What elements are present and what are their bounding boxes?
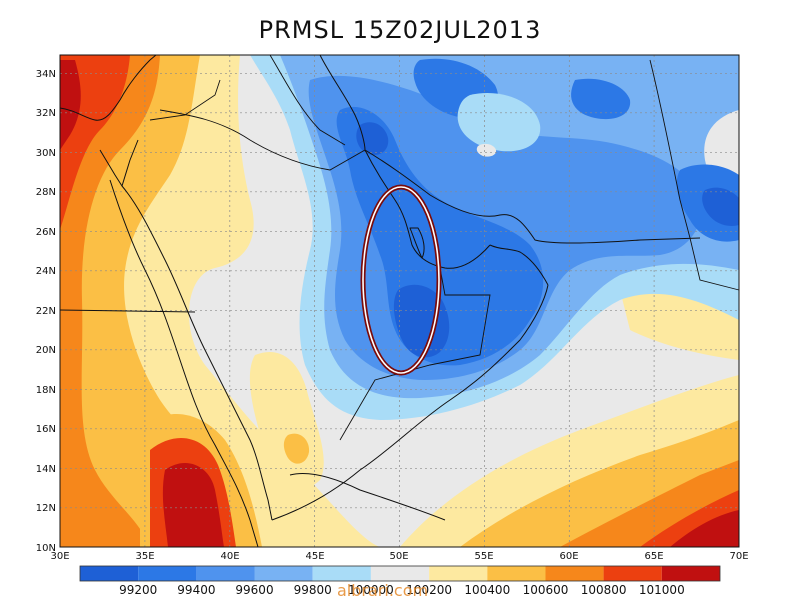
lat-label-20: 20N (36, 345, 56, 356)
saudi-iraq-border (159, 109, 366, 171)
lat-label-22: 22N (36, 306, 56, 317)
colorbar-swatch-8 (545, 566, 604, 581)
lat-label-28: 28N (36, 187, 56, 198)
persian-gulf-east (364, 149, 701, 244)
lon-label-65: 65E (644, 551, 663, 562)
dark-red-northwest (60, 60, 81, 150)
grey-pocket (476, 143, 497, 157)
lon-labels: 30E 35E 40E 45E 50E 55E 60E 65E 70E (50, 551, 748, 562)
qatar (409, 227, 425, 259)
lon-label-35: 35E (135, 551, 154, 562)
grid (60, 55, 739, 547)
lon-label-30: 30E (50, 551, 69, 562)
lat-label-14: 14N (36, 464, 56, 475)
lon-label-60: 60E (559, 551, 578, 562)
deep-low-north (356, 122, 389, 156)
lat-label-32: 32N (36, 108, 56, 119)
colorbar-swatch-6 (429, 566, 488, 581)
colorbar-swatch-7 (487, 566, 546, 581)
colorbar-label-99200: 99200 (119, 583, 157, 597)
lat-label-34: 34N (36, 69, 56, 80)
borders (59, 54, 740, 441)
lat-labels: 34N 32N 30N 28N 26N 24N 22N 20N 18N 16N … (36, 69, 56, 554)
lat-label-10: 10N (36, 543, 56, 554)
persian-gulf-west (364, 149, 491, 269)
colorbar-swatch-5 (370, 566, 430, 581)
mediterranean-coast (59, 54, 157, 121)
colorbar-swatch-1 (138, 566, 197, 581)
lat-label-24: 24N (36, 266, 56, 277)
lat-label-12: 12N (36, 503, 56, 514)
colorbar-label-99400: 99400 (177, 583, 215, 597)
blue-low-core (336, 106, 544, 366)
colorbar-label-100200: 100200 (406, 583, 452, 597)
colorbar-swatch-3 (254, 566, 313, 581)
lat-label-30: 30N (36, 148, 56, 159)
lon-label-70: 70E (729, 551, 748, 562)
lon-label-55: 55E (474, 551, 493, 562)
deep-low-east (702, 187, 739, 226)
colorbar-swatch-0 (80, 566, 139, 581)
colorbar-swatch-10 (661, 566, 720, 581)
iran-afghan-border (649, 59, 740, 291)
red-sea-west-coast (109, 179, 259, 548)
horn-africa-coast (289, 472, 446, 521)
colorbar-label-99600: 99600 (235, 583, 273, 597)
lat-label-16: 16N (36, 424, 56, 435)
dark-red-southeast (670, 510, 739, 547)
dark-orange-west (60, 55, 160, 547)
sinai-outline (99, 139, 139, 187)
colorbar-label-100400: 100400 (464, 583, 510, 597)
lat-label-18: 18N (36, 385, 56, 396)
lon-label-40: 40E (220, 551, 239, 562)
egypt-sudan-border (59, 309, 196, 313)
map-title: PRMSL 15Z02JUL2013 (258, 16, 542, 44)
iran-north-coast (319, 54, 366, 151)
jordan-border (149, 79, 221, 121)
orange-yemen (283, 433, 310, 464)
highlight-ellipse (360, 184, 442, 376)
colorbar-swatch-9 (603, 566, 662, 581)
blue-low-iran (571, 78, 631, 120)
colorbar-label-100800: 100800 (581, 583, 627, 597)
lon-label-45: 45E (305, 551, 324, 562)
iran-iraq-border (269, 54, 346, 146)
dark-red-africa (162, 462, 224, 547)
lon-label-50: 50E (389, 551, 408, 562)
colorbar-frame (79, 565, 721, 582)
arabia-south-coast (271, 284, 549, 521)
colorbar-swatch-4 (312, 566, 371, 581)
saudi-oman-border (339, 267, 491, 441)
orange-west (60, 55, 260, 547)
watermark: albrari.com (337, 581, 429, 600)
colorbar-label-99800: 99800 (294, 583, 332, 597)
colorbar-label-100600: 100600 (523, 583, 569, 597)
colorbar-label-101000: 101000 (639, 583, 685, 597)
coastlines (59, 54, 701, 548)
colorbar: 99200 99400 99600 99800 100000 100200 10… (79, 565, 721, 597)
pale-blue-pocket (457, 93, 541, 152)
colorbar-swatch-2 (196, 566, 255, 581)
oman-coast (489, 244, 549, 286)
red-sea-east-coast (121, 185, 273, 521)
colorbar-label-100000: 100000 (348, 583, 394, 597)
plot-frame (59, 54, 740, 548)
lat-label-26: 26N (36, 227, 56, 238)
